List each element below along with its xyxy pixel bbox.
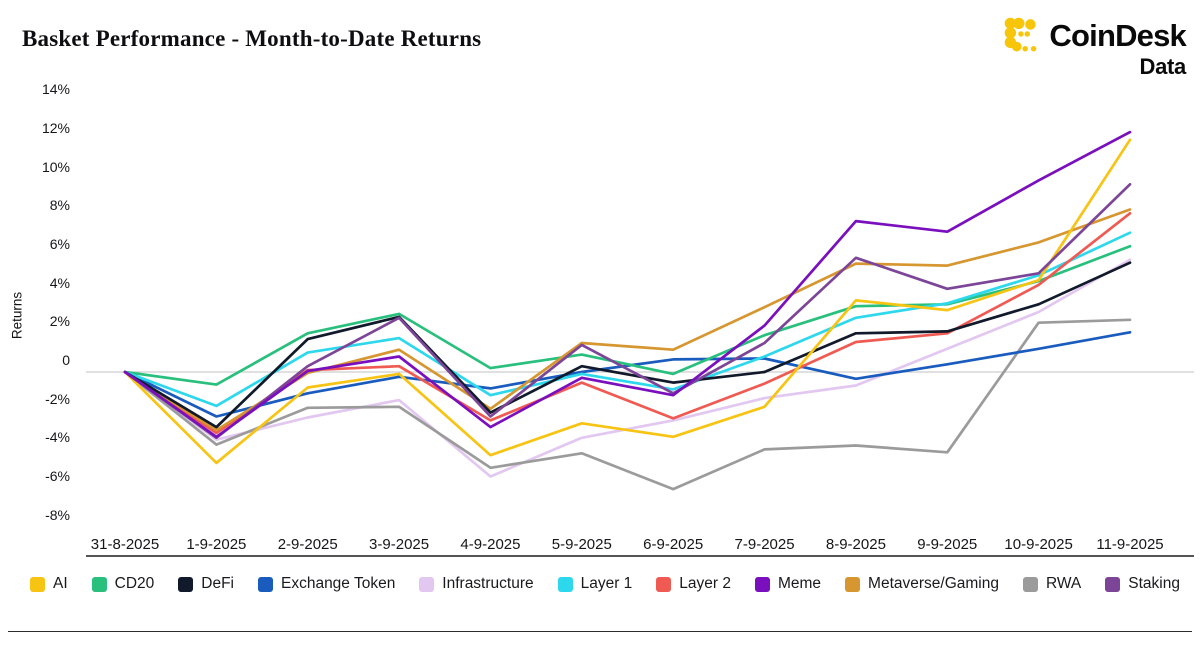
y-tick-label: 10% xyxy=(41,158,70,175)
legend-label: Layer 2 xyxy=(679,575,731,592)
legend-swatch xyxy=(91,576,107,592)
series-line-exchange-token xyxy=(123,330,1132,418)
series-line-ai xyxy=(123,138,1132,465)
legend-label: RWA xyxy=(1045,575,1082,592)
series-line-cd20 xyxy=(123,244,1132,386)
y-tick-label: -4% xyxy=(45,429,70,446)
legend-label: Staking xyxy=(1128,575,1180,592)
y-tick-label: -6% xyxy=(45,468,70,485)
coindesk-dots-icon xyxy=(1005,17,1037,52)
x-tick-label: 4-9-2025 xyxy=(460,536,521,553)
series-line-staking xyxy=(123,182,1132,440)
legend-label: DeFi xyxy=(201,575,234,592)
x-tick-label: 3-9-2025 xyxy=(369,536,430,553)
legend-item-ai: AI xyxy=(30,575,68,593)
series-line-defi xyxy=(123,261,1132,429)
x-tick-label: 31-8-2025 xyxy=(90,536,160,553)
legend-label: AI xyxy=(53,575,68,592)
x-tick-label: 8-9-2025 xyxy=(825,536,886,553)
x-tick-label: 7-9-2025 xyxy=(734,536,795,553)
legend-swatch xyxy=(845,576,861,592)
legend-swatch xyxy=(257,576,273,592)
logo-sub-text: Data xyxy=(1139,54,1187,79)
series-line-metaverse-gaming xyxy=(123,208,1132,432)
legend-item-exchange-token: Exchange Token xyxy=(257,575,396,593)
legend-swatch xyxy=(1022,576,1038,592)
legend-item-rwa: RWA xyxy=(1022,575,1082,593)
series-line-meme xyxy=(123,130,1132,439)
page-title: Basket Performance - Month-to-Date Retur… xyxy=(22,26,482,51)
logo-brand-text: CoinDesk xyxy=(1049,17,1186,53)
y-tick-label: 4% xyxy=(49,274,70,291)
series-line-layer-1 xyxy=(123,231,1132,408)
legend-swatch xyxy=(656,576,672,592)
legend-label: Exchange Token xyxy=(280,575,396,592)
legend-item-layer-1: Layer 1 xyxy=(557,575,633,593)
legend-item-defi: DeFi xyxy=(178,575,234,593)
y-tick-label: 0 xyxy=(62,352,70,368)
x-tick-label: 2-9-2025 xyxy=(277,536,338,553)
legend-item-infrastructure: Infrastructure xyxy=(419,575,534,593)
y-tick-label: -8% xyxy=(45,506,70,523)
x-tick-label: 11-9-2025 xyxy=(1096,536,1164,553)
legend-swatch xyxy=(30,576,45,592)
y-tick-label: -2% xyxy=(45,390,70,407)
legend-label: Infrastructure xyxy=(442,575,534,592)
bottom-divider xyxy=(8,631,1192,632)
y-tick-label: 2% xyxy=(49,313,70,330)
legend-item-meme: Meme xyxy=(754,575,822,593)
y-tick-label: 14% xyxy=(41,81,70,98)
chart-legend: AI CD20 DeFi Exchange Token Infrastructure La… xyxy=(30,572,1180,596)
legend-swatch xyxy=(419,576,435,592)
y-tick-label: 12% xyxy=(41,119,70,136)
coindesk-logo: CoinDesk Data xyxy=(1003,16,1187,79)
legend-item-layer-2: Layer 2 xyxy=(656,575,731,593)
y-tick-label: 8% xyxy=(49,197,70,214)
x-tick-label: 1-9-2025 xyxy=(186,536,247,553)
legend-item-staking: Staking xyxy=(1105,575,1180,593)
x-tick-label: 10-9-2025 xyxy=(1004,536,1073,553)
legend-label: Metaverse/Gaming xyxy=(868,575,999,592)
legend-swatch xyxy=(1105,576,1121,592)
x-tick-label: 5-9-2025 xyxy=(551,536,612,553)
legend-item-metaverse-gaming: Metaverse/Gaming xyxy=(845,575,999,593)
legend-swatch xyxy=(754,576,770,592)
legend-label: Meme xyxy=(777,575,822,592)
x-tick-label: 6-9-2025 xyxy=(643,536,704,553)
legend-label: CD20 xyxy=(114,575,155,592)
legend-swatch xyxy=(557,576,573,592)
legend-item-cd20: CD20 xyxy=(91,575,155,593)
legend-label: Layer 1 xyxy=(580,575,633,592)
series-line-rwa xyxy=(123,318,1132,491)
x-tick-label: 9-9-2025 xyxy=(917,536,978,553)
legend-swatch xyxy=(178,576,194,592)
y-tick-label: 6% xyxy=(49,235,70,252)
